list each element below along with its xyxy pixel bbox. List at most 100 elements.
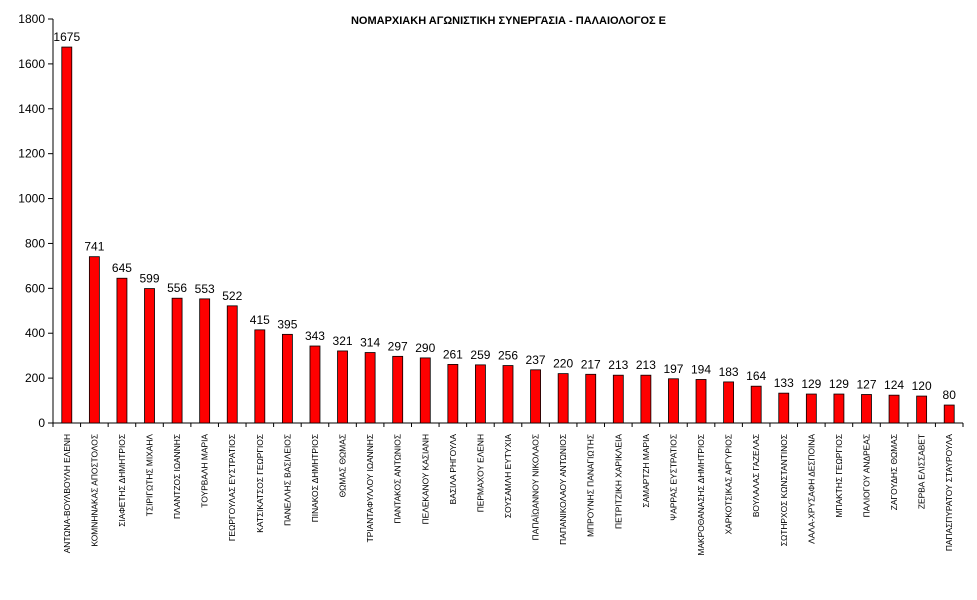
data-label: 741 bbox=[84, 240, 104, 254]
data-label: 261 bbox=[443, 347, 463, 361]
data-label: 194 bbox=[691, 362, 711, 376]
bar bbox=[557, 373, 569, 424]
bar bbox=[61, 46, 73, 424]
bar bbox=[337, 350, 348, 424]
data-label: 129 bbox=[801, 377, 821, 391]
data-labels: 1675 741 645 599 556 553 522 415 395 343 321 314 297… bbox=[53, 30, 956, 402]
x-tick-label: ΓΕΩΡΓΟΥΛΑΣ ΕΥΣΤΡΑΤΙΟΣ bbox=[227, 434, 237, 541]
bar bbox=[144, 288, 155, 424]
x-tick-label: ΣΑΜΑΡΤΖΗ ΜΑΡΙΑ bbox=[641, 434, 651, 508]
x-tick-label: ΖΑΓΟΥΔΗΣ ΘΩΜΑΣ bbox=[889, 434, 899, 510]
bar bbox=[640, 374, 652, 424]
data-label: 129 bbox=[829, 377, 849, 391]
bar bbox=[392, 355, 404, 424]
bar bbox=[502, 365, 514, 424]
bar bbox=[861, 394, 872, 424]
y-tick-label: 1400 bbox=[18, 102, 45, 116]
data-label: 343 bbox=[305, 329, 325, 343]
bar bbox=[419, 357, 431, 424]
y-tick-label: 1800 bbox=[18, 12, 45, 26]
x-tick-label: ΤΣΙΡΙΓΩΤΗΣ ΜΙΧΑΗΛ bbox=[145, 434, 155, 517]
y-tick-label: 1200 bbox=[18, 147, 45, 161]
data-label: 645 bbox=[112, 261, 132, 275]
bar bbox=[778, 392, 790, 424]
bar bbox=[530, 369, 541, 424]
y-tick-label: 600 bbox=[25, 281, 45, 295]
bar bbox=[309, 345, 321, 424]
x-tick-label: ΑΝΤΩΝΑ-ΒΟΥΛΒΟΥΛΗ ΕΛΕΝΗ bbox=[62, 434, 72, 553]
data-label: 1675 bbox=[53, 30, 80, 44]
data-label: 599 bbox=[139, 272, 159, 286]
data-label: 415 bbox=[250, 313, 270, 327]
bar bbox=[116, 277, 128, 424]
x-tick-label: ΠΑΠΑΝΙΚΟΛΑΟΥ ΑΝΤΩΝΙΟΣ bbox=[558, 434, 568, 545]
x-tick-label: ΠΙΝΑΚΟΣ ΔΗΜΗΤΡΙΟΣ bbox=[310, 434, 320, 522]
y-tick-label: 1600 bbox=[18, 57, 45, 71]
bar bbox=[888, 394, 900, 424]
y-axis: 0 200 400 600 800 1000 1200 1400 1600 1800 bbox=[18, 12, 54, 430]
x-tick-label: ΛΑΛΑ-ΧΡΥΣΑΦΗ ΔΕΣΠΟΙΝΑ bbox=[806, 434, 816, 544]
x-tick-label: ΚΟΜΝΗΝΑΚΑΣ ΑΠΟΣΤΟΛΟΣ bbox=[89, 434, 99, 547]
x-tick-label: ΠΕΛΕΚΑΝΟΥ ΚΑΣΙΑΝΗ bbox=[420, 434, 430, 524]
data-label: 80 bbox=[943, 388, 957, 402]
bar bbox=[916, 395, 928, 424]
data-label: 133 bbox=[774, 376, 794, 390]
y-tick-label: 400 bbox=[25, 326, 45, 340]
data-label: 197 bbox=[663, 362, 683, 376]
x-tick-label: ΠΛΑΝΤΖΟΣ ΙΩΑΝΝΗΣ bbox=[172, 434, 182, 519]
x-axis bbox=[52, 422, 964, 427]
y-tick-label: 1000 bbox=[18, 192, 45, 206]
bar bbox=[447, 364, 459, 424]
data-label: 217 bbox=[581, 357, 601, 371]
x-tick-label: ΤΟΥΡΒΑΛΗ ΜΑΡΙΑ bbox=[200, 434, 210, 508]
bar bbox=[364, 352, 376, 424]
data-label: 164 bbox=[746, 369, 766, 383]
x-tick-label: ΠΑΠΑΪΩΑΝΝΟΥ ΝΙΚΟΛΑΟΣ bbox=[531, 434, 541, 540]
bar bbox=[585, 373, 597, 424]
category-labels: ΑΝΤΩΝΑ-ΒΟΥΛΒΟΥΛΗ ΕΛΕΝΗ ΚΟΜΝΗΝΑΚΑΣ ΑΠΟΣΤΟΛ… bbox=[62, 434, 954, 556]
x-tick-label: ΒΑΣΙΛΑ ΡΗΓΟΥΛΑ bbox=[448, 434, 458, 505]
x-tick-label: ΤΡΙΑΝΤΑΦΥΛΛΟΥ ΙΩΑΝΝΗΣ bbox=[365, 434, 375, 542]
bar bbox=[668, 378, 679, 424]
data-label: 522 bbox=[222, 289, 242, 303]
data-label: 127 bbox=[856, 377, 876, 391]
bar bbox=[475, 364, 486, 424]
data-label: 120 bbox=[912, 379, 932, 393]
bar bbox=[695, 379, 707, 424]
x-tick-label: ΠΑΝΤΑΚΟΣ ΑΝΤΩΝΙΟΣ bbox=[393, 434, 403, 524]
data-label: 321 bbox=[333, 334, 353, 348]
data-label: 124 bbox=[884, 378, 904, 392]
data-label: 259 bbox=[470, 348, 490, 362]
x-tick-label: ΨΑΡΡΑΣ ΕΥΣΤΡΑΤΙΟΣ bbox=[668, 434, 678, 521]
bar bbox=[171, 297, 183, 424]
data-label: 237 bbox=[526, 353, 546, 367]
y-tick-label: 0 bbox=[38, 416, 45, 430]
bar bbox=[612, 374, 624, 424]
x-tick-label: ΜΠΑΚΤΗΣ ΓΕΩΡΓΙΟΣ bbox=[834, 434, 844, 518]
data-label: 556 bbox=[167, 281, 187, 295]
bar bbox=[281, 333, 293, 424]
x-tick-label: ΣΙΑΦΕΤΗΣ ΔΗΜΗΤΡΙΟΣ bbox=[117, 434, 127, 527]
x-tick-label: ΘΩΜΑΣ ΘΩΜΑΣ bbox=[338, 434, 348, 497]
x-tick-label: ΠΕΤΡΙΤΖΙΚΗ ΧΑΡΙΚΛΕΙΑ bbox=[613, 434, 623, 529]
x-tick-label: ΖΕΡΒΑ ΕΛΙΣΣΑΒΕΤ bbox=[917, 434, 927, 509]
bar bbox=[226, 305, 238, 424]
x-tick-label: ΣΟΥΣΑΜΛΗ ΕΥΤΥΧΙΑ bbox=[503, 434, 513, 519]
data-label: 395 bbox=[277, 317, 297, 331]
bar bbox=[833, 393, 845, 424]
data-label: 256 bbox=[498, 349, 518, 363]
bar bbox=[750, 385, 762, 424]
data-label: 297 bbox=[388, 339, 408, 353]
data-label: 213 bbox=[608, 358, 628, 372]
data-label: 314 bbox=[360, 336, 380, 350]
chart-title: ΝΟΜΑΡΧΙΑΚΗ ΑΓΩΝΙΣΤΙΚΗ ΣΥΝΕΡΓΑΣΙΑ - ΠΑΛΑΙ… bbox=[350, 15, 667, 27]
x-tick-label: ΠΕΡΜΑΧΟΥ ΕΛΕΝΗ bbox=[475, 434, 485, 512]
bar bbox=[88, 256, 100, 424]
x-tick-label: ΠΑΛΙΟΓΟΥ ΑΝΔΡΕΑΣ bbox=[861, 434, 871, 517]
data-label: 290 bbox=[415, 341, 435, 355]
bar bbox=[199, 298, 211, 424]
x-tick-label: ΧΑΡΚΟΤΣΙΚΑΣ ΑΡΓΥΡΙΟΣ bbox=[724, 434, 734, 534]
data-label: 183 bbox=[719, 365, 739, 379]
x-tick-label: ΣΩΤΗΡΧΟΣ ΚΩΝΣΤΑΝΤΙΝΟΣ bbox=[779, 434, 789, 546]
